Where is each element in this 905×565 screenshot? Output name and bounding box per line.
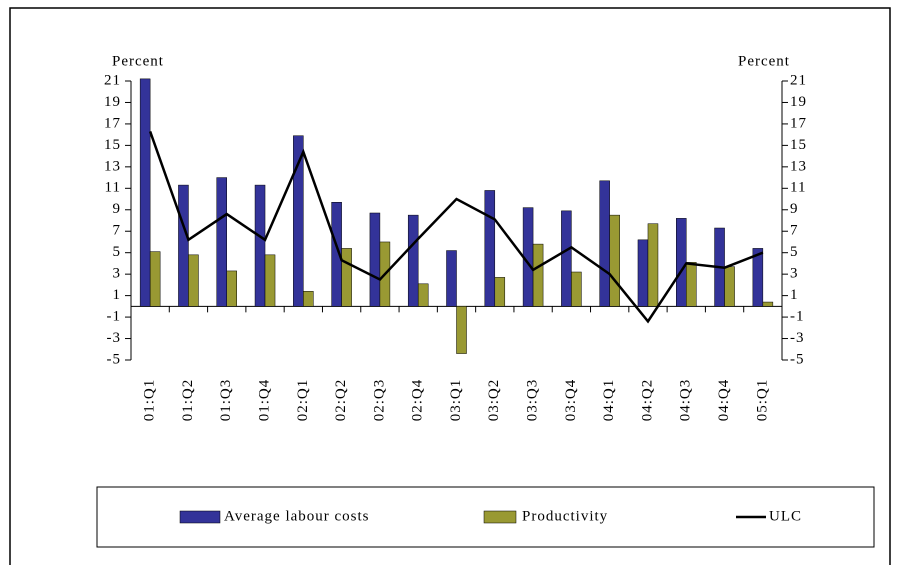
bar — [149, 251, 161, 307]
y2-tick-label: 17 — [790, 115, 807, 131]
x-tick-label: 03:Q3 — [525, 379, 541, 422]
bar — [341, 248, 352, 307]
legend-swatch — [483, 510, 517, 524]
y2-tick-label: -1 — [790, 309, 805, 325]
bar — [494, 277, 506, 307]
x-tick-label: 01:Q1 — [142, 379, 158, 422]
y-tick-label: 9 — [113, 201, 122, 217]
y2-axis-label: Percent — [738, 53, 790, 69]
x-tick-label: 04:Q1 — [601, 379, 617, 422]
x-tick-label: 04:Q3 — [678, 379, 694, 422]
bar — [724, 266, 735, 307]
y2-tick-label: -3 — [790, 330, 805, 346]
x-tick-label: 01:Q2 — [180, 379, 196, 422]
y2-tick-label: 1 — [790, 287, 799, 303]
bar — [752, 248, 764, 307]
bar — [676, 218, 687, 307]
x-tick-label: 04:Q4 — [716, 379, 732, 422]
y2-tick-label: 13 — [790, 158, 807, 174]
legend-label: Productivity — [522, 508, 608, 524]
bar — [484, 190, 496, 307]
bar — [303, 291, 314, 307]
y-tick-label: 13 — [104, 158, 121, 174]
y-tick-label: 21 — [104, 72, 121, 88]
y2-tick-label: 9 — [790, 201, 799, 217]
y2-tick-label: 5 — [790, 244, 799, 260]
y2-tick-label: 15 — [790, 137, 807, 153]
y-tick-label: 5 — [113, 244, 122, 260]
bar — [686, 262, 697, 307]
line — [148, 131, 764, 324]
legend-label: ULC — [769, 508, 802, 524]
x-tick-label: 03:Q4 — [563, 379, 579, 422]
x-tick-label: 02:Q4 — [410, 379, 426, 422]
x-tick-label: 02:Q2 — [333, 379, 349, 422]
bar — [369, 212, 381, 307]
y2-tick-label: 3 — [790, 266, 799, 282]
y-tick-label: 11 — [105, 180, 121, 196]
y-tick-label: 7 — [113, 223, 122, 239]
y-axis-label: Percent — [112, 53, 164, 69]
bar — [226, 270, 237, 307]
legend-box — [96, 486, 875, 548]
bar — [216, 177, 227, 307]
legend-label: Average labour costs — [224, 508, 370, 524]
bar — [609, 214, 620, 307]
bar — [456, 306, 467, 354]
bar — [254, 184, 266, 307]
y2-tick-label: -5 — [790, 351, 805, 367]
bar — [407, 214, 419, 307]
x-tick-label: 04:Q2 — [639, 379, 655, 422]
bar — [599, 180, 610, 307]
bar — [139, 78, 151, 307]
bar — [571, 271, 582, 307]
x-tick-label: 03:Q1 — [448, 379, 464, 422]
bar — [264, 254, 276, 307]
y2-tick-label: 7 — [790, 223, 799, 239]
bar — [417, 283, 429, 307]
bar — [762, 301, 774, 307]
x-tick-label: 01:Q4 — [256, 379, 272, 422]
x-tick-label: 01:Q3 — [218, 379, 234, 422]
bar — [532, 243, 544, 307]
bar — [446, 250, 457, 307]
y-tick-label: -5 — [107, 351, 122, 367]
y2-tick-label: 19 — [790, 94, 807, 110]
y-tick-label: 15 — [104, 137, 121, 153]
legend-swatch — [179, 510, 221, 524]
y-tick-label: 1 — [113, 287, 122, 303]
frame — [9, 7, 891, 565]
bar — [293, 135, 304, 307]
y2-tick-label: 11 — [790, 180, 806, 196]
y-tick-label: -3 — [107, 330, 122, 346]
y-tick-label: 17 — [104, 115, 121, 131]
y2-tick-label: 21 — [790, 72, 807, 88]
bar — [637, 239, 649, 307]
x-tick-label: 02:Q1 — [295, 379, 311, 422]
bar — [188, 254, 199, 307]
y-tick-label: -1 — [107, 309, 122, 325]
bar — [561, 210, 572, 307]
x-tick-label: 02:Q3 — [371, 379, 387, 422]
x-tick-label: 05:Q1 — [754, 379, 770, 422]
bar — [178, 184, 189, 307]
y-tick-label: 3 — [113, 266, 122, 282]
bar — [647, 223, 659, 307]
x-tick-label: 03:Q2 — [486, 379, 502, 422]
y-tick-label: 19 — [104, 94, 121, 110]
